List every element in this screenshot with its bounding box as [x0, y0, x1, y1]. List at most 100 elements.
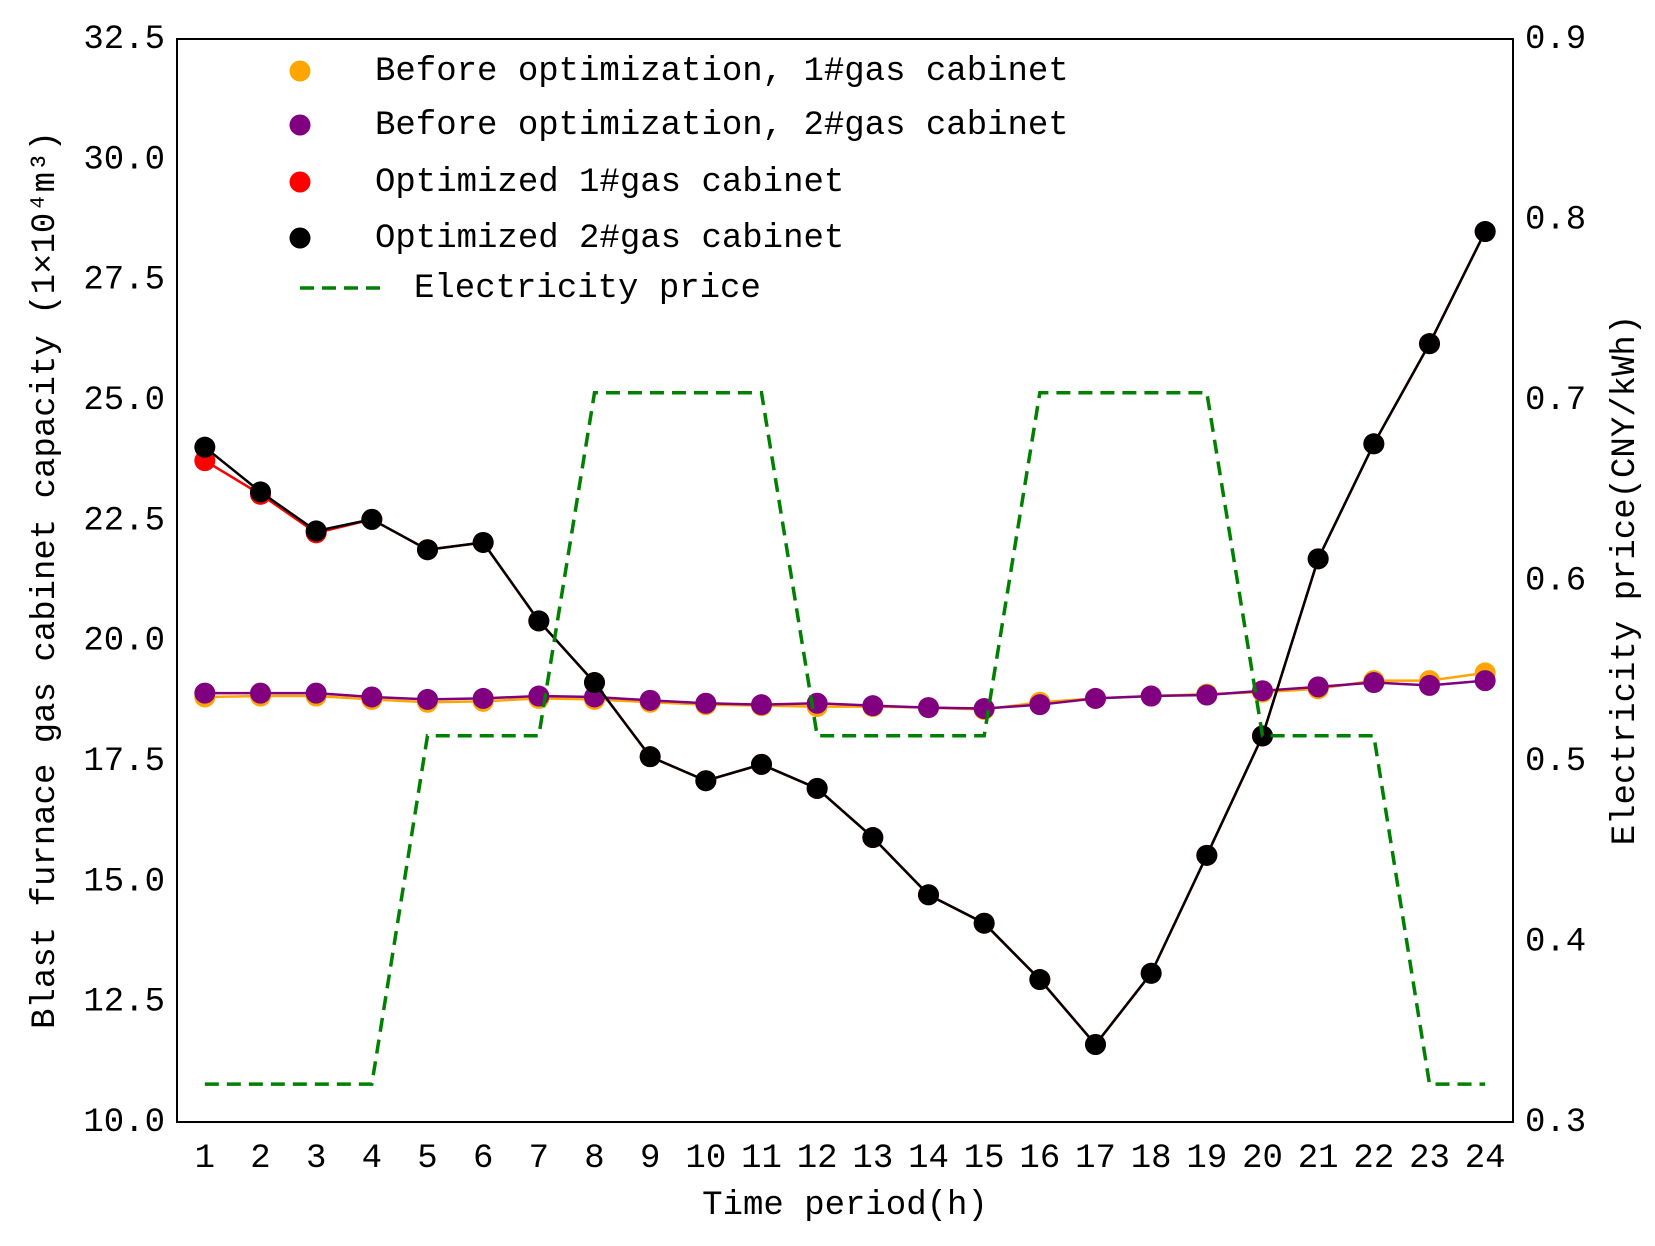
legend-marker	[289, 60, 311, 82]
data-point	[1029, 694, 1051, 716]
y-tick-label: 15.0	[83, 863, 165, 901]
data-point	[973, 912, 995, 934]
legend-label: Before optimization, 1#gas cabinet	[375, 53, 1069, 91]
data-point	[918, 697, 939, 719]
x-tick-label: 23	[1409, 1140, 1450, 1178]
data-point	[1307, 548, 1329, 570]
data-point	[806, 777, 828, 799]
y2-tick-label: 0.3	[1525, 1104, 1586, 1142]
data-point	[194, 682, 216, 704]
data-point	[472, 687, 494, 709]
data-point	[1363, 433, 1385, 455]
y-tick-label: 25.0	[83, 382, 165, 420]
x-tick-label: 1	[195, 1140, 215, 1178]
data-point	[528, 610, 550, 632]
x-tick-label: 12	[797, 1140, 838, 1178]
data-point	[639, 746, 661, 768]
data-point	[862, 695, 884, 717]
data-point	[1196, 844, 1218, 866]
data-point	[918, 884, 939, 906]
x-axis-label: Time period(h)	[702, 1187, 988, 1225]
y2-tick-label: 0.4	[1525, 923, 1586, 961]
data-point	[639, 689, 661, 711]
y2-tick-label: 0.6	[1525, 562, 1586, 600]
data-point	[1252, 680, 1273, 702]
y-tick-label: 32.5	[83, 21, 165, 59]
legend-marker	[289, 171, 311, 193]
legend-marker	[289, 227, 311, 249]
data-point	[1474, 221, 1496, 243]
legend-label: Optimized 1#gas cabinet	[375, 164, 844, 202]
data-point	[1029, 969, 1051, 991]
y-tick-label: 12.5	[83, 984, 165, 1022]
legend-label: Electricity price	[414, 270, 761, 308]
data-point	[1196, 684, 1218, 706]
y-tick-label: 22.5	[83, 502, 165, 540]
data-point	[1363, 672, 1385, 694]
series-line	[204, 391, 1486, 1086]
data-point	[472, 531, 494, 553]
y2-tick-label: 0.5	[1525, 743, 1586, 781]
data-point	[1140, 685, 1162, 707]
series-line	[204, 230, 1487, 1047]
data-point	[695, 692, 717, 714]
data-point	[1474, 670, 1496, 692]
data-point	[584, 686, 605, 708]
data-point	[250, 481, 271, 503]
x-tick-label: 17	[1075, 1140, 1116, 1178]
legend-marker	[289, 114, 311, 136]
x-tick-label: 10	[685, 1140, 726, 1178]
data-point	[862, 827, 884, 849]
data-point	[305, 682, 327, 704]
data-point	[1419, 333, 1440, 355]
data-point	[1140, 962, 1162, 984]
legend-label: Before optimization, 2#gas cabinet	[375, 107, 1069, 145]
x-tick-label: 13	[852, 1140, 893, 1178]
x-tick-label: 15	[964, 1140, 1005, 1178]
legend-label: Optimized 2#gas cabinet	[375, 220, 844, 258]
y-tick-label: 10.0	[83, 1104, 165, 1142]
x-tick-label: 11	[741, 1140, 782, 1178]
x-tick-label: 2	[250, 1140, 270, 1178]
x-tick-label: 9	[640, 1140, 660, 1178]
x-tick-label: 7	[529, 1140, 549, 1178]
x-tick-label: 5	[417, 1140, 437, 1178]
x-tick-label: 16	[1019, 1140, 1060, 1178]
data-point	[417, 688, 438, 710]
data-point	[1085, 1034, 1106, 1056]
data-point	[1085, 687, 1106, 709]
data-point	[584, 672, 605, 694]
y-tick-label: 20.0	[83, 623, 165, 661]
x-tick-label: 21	[1298, 1140, 1339, 1178]
data-point	[417, 539, 438, 561]
x-tick-label: 19	[1186, 1140, 1227, 1178]
data-point	[361, 686, 383, 708]
data-point	[361, 508, 383, 530]
data-point	[751, 694, 772, 716]
y-tick-label: 27.5	[83, 262, 165, 300]
data-point	[194, 436, 216, 458]
x-tick-label: 8	[584, 1140, 604, 1178]
x-tick-label: 24	[1465, 1140, 1506, 1178]
data-point	[250, 682, 271, 704]
x-tick-label: 20	[1242, 1140, 1283, 1178]
series-line	[204, 679, 1486, 710]
x-tick-label: 3	[306, 1140, 326, 1178]
y2-tick-label: 0.8	[1525, 201, 1586, 239]
x-tick-label: 14	[908, 1140, 949, 1178]
x-tick-label: 4	[362, 1140, 382, 1178]
x-tick-label: 6	[473, 1140, 493, 1178]
y-tick-label: 30.0	[83, 141, 165, 179]
plot-frame	[176, 38, 1514, 1123]
y-axis-label: Blast furnace gas cabinet capacity (1×10…	[27, 131, 65, 1029]
y2-axis-label: Electricity price(CNY/kWh)	[1607, 315, 1645, 846]
data-point	[1419, 674, 1440, 696]
y2-tick-label: 0.7	[1525, 382, 1586, 420]
y2-tick-label: 0.9	[1525, 21, 1586, 59]
data-point	[751, 753, 772, 775]
data-point	[1307, 676, 1329, 698]
y-tick-label: 17.5	[83, 743, 165, 781]
x-tick-label: 18	[1131, 1140, 1172, 1178]
data-point	[305, 520, 327, 542]
